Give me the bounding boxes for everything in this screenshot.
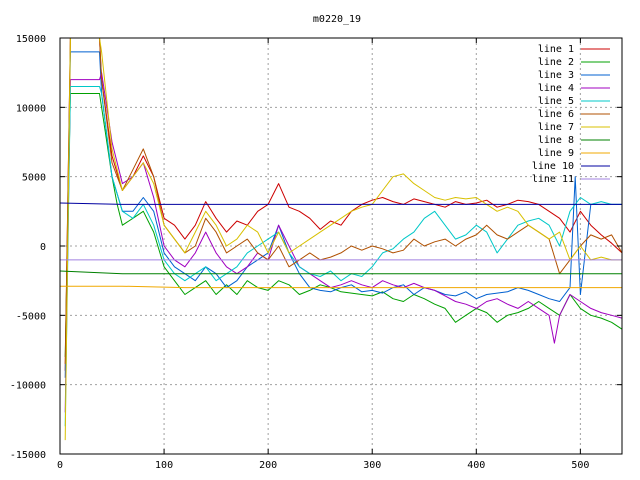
legend-label: line 7 bbox=[538, 122, 574, 133]
y-tick-label: -10000 bbox=[10, 381, 46, 392]
legend: line 1 line 2 line 3 line 4 line 5 line 6 line… bbox=[532, 44, 610, 185]
series-lines bbox=[59, 37, 623, 441]
x-tick-label: 100 bbox=[155, 460, 173, 471]
y-tick-label: 5000 bbox=[22, 173, 46, 184]
y-tick-label: 15000 bbox=[16, 34, 46, 45]
x-tick-label: 300 bbox=[363, 460, 381, 471]
x-tick-label: 500 bbox=[571, 460, 589, 471]
series-line-8 bbox=[59, 270, 622, 275]
legend-label: line 2 bbox=[538, 57, 574, 68]
legend-label: line 11 bbox=[532, 174, 574, 185]
legend-label: line 4 bbox=[538, 83, 574, 94]
x-tick-label: 400 bbox=[467, 460, 485, 471]
legend-label: line 8 bbox=[538, 135, 574, 146]
legend-label: line 5 bbox=[538, 96, 574, 107]
legend-label: line 3 bbox=[538, 70, 574, 81]
legend-label: line 10 bbox=[532, 161, 574, 172]
legend-label: line 6 bbox=[538, 109, 574, 120]
series-line-10 bbox=[59, 202, 622, 205]
y-tick-label: -5000 bbox=[16, 311, 46, 322]
y-axis-ticks: 15000 10000 5000 0 -5000 -10000 -15000 bbox=[10, 34, 622, 461]
y-tick-label: -15000 bbox=[10, 450, 46, 461]
chart-title: m0220_19 bbox=[313, 14, 361, 25]
series-line-5 bbox=[64, 86, 622, 427]
legend-label: line 9 bbox=[538, 148, 574, 159]
series-line-2 bbox=[64, 93, 623, 357]
x-tick-label: 200 bbox=[259, 460, 277, 471]
series-line-1 bbox=[64, 37, 623, 371]
x-tick-label: 0 bbox=[57, 460, 63, 471]
series-line-9 bbox=[60, 285, 622, 289]
x-axis-ticks: 0 100 200 300 400 500 bbox=[57, 38, 589, 471]
series-line-4 bbox=[64, 72, 623, 413]
legend-label: line 1 bbox=[538, 44, 574, 55]
series-line-7 bbox=[64, 37, 622, 441]
y-tick-label: 0 bbox=[40, 242, 46, 253]
series-line-3 bbox=[64, 51, 622, 378]
y-tick-label: 10000 bbox=[16, 103, 46, 114]
grid bbox=[60, 38, 622, 454]
